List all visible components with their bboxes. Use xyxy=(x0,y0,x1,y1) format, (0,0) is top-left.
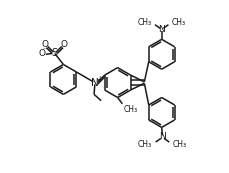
Text: CH₃: CH₃ xyxy=(123,105,137,114)
Text: S: S xyxy=(52,48,58,58)
Text: CH₃: CH₃ xyxy=(138,140,152,149)
Text: ⁻: ⁻ xyxy=(42,45,46,54)
Text: O: O xyxy=(42,40,49,49)
Text: N: N xyxy=(91,78,99,88)
Text: +: + xyxy=(96,75,102,84)
Text: CH₃: CH₃ xyxy=(172,17,186,26)
Text: N: N xyxy=(159,132,166,141)
Text: N: N xyxy=(158,25,165,34)
Text: O: O xyxy=(39,49,46,58)
Text: O: O xyxy=(61,40,68,49)
Text: CH₃: CH₃ xyxy=(173,140,187,149)
Text: CH₃: CH₃ xyxy=(137,17,151,26)
